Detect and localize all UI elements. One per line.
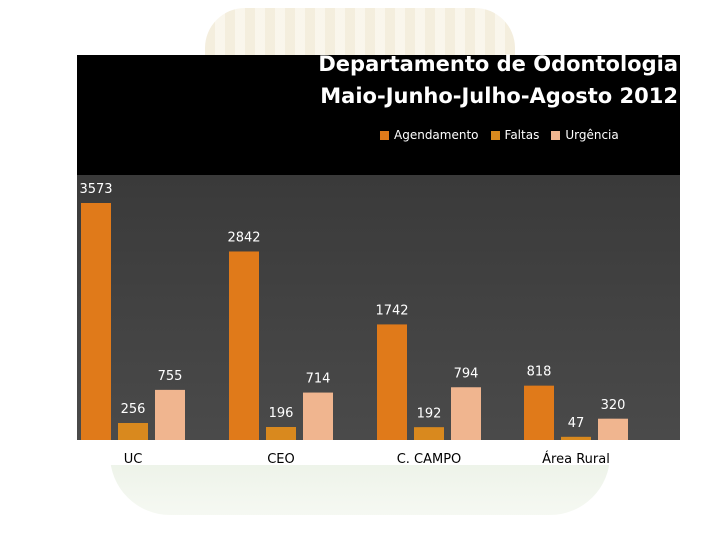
data-label-faltas-3: 47 [568, 416, 585, 431]
legend-swatch-faltas [490, 130, 500, 140]
legend-swatch-urgencia [551, 130, 561, 140]
bar-shade-faltas-1 [266, 426, 296, 440]
data-label-faltas-0: 256 [121, 402, 146, 417]
data-label-urgência-3: 320 [601, 398, 626, 413]
bar-shade-faltas-3 [561, 436, 591, 440]
bar-shade-agendamento-0 [81, 203, 111, 440]
bar-shade-agendamento-1 [229, 251, 259, 440]
data-label-urgência-0: 755 [158, 369, 183, 384]
legend-item-agendamento: Agendamento [380, 128, 479, 142]
x-axis-strip [77, 440, 680, 465]
bar-shade-agendamento-3 [524, 385, 554, 440]
x-tick-label-3: Área Rural [542, 451, 610, 467]
bar-shade-urgência-2 [451, 387, 481, 440]
legend-label-faltas: Faltas [504, 128, 540, 142]
chart-legend: Agendamento Faltas Urgência [380, 128, 619, 142]
chart-title-line-2: Maio-Junho-Julho-Agosto 2012 [320, 84, 678, 108]
legend-label-urgencia: Urgência [565, 128, 619, 142]
bar-shade-urgência-3 [598, 418, 628, 440]
legend-swatch-agendamento [380, 130, 389, 140]
bar-shade-faltas-2 [414, 427, 444, 440]
x-tick-label-2: C. CAMPO [397, 452, 462, 467]
data-label-agendamento-0: 3573 [79, 182, 112, 197]
data-label-faltas-2: 192 [417, 406, 442, 421]
bar-shade-urgência-1 [303, 392, 333, 440]
data-label-agendamento-2: 1742 [375, 303, 408, 318]
x-tick-label-1: CEO [267, 452, 295, 467]
bar-shade-agendamento-2 [377, 324, 407, 440]
legend-item-urgencia: Urgência [551, 128, 619, 142]
bar-shade-faltas-0 [118, 423, 148, 440]
data-label-agendamento-1: 2842 [227, 230, 260, 245]
legend-item-faltas: Faltas [490, 128, 540, 142]
crest-watermark-top [205, 8, 515, 58]
data-label-agendamento-3: 818 [527, 365, 552, 380]
legend-label-agendamento: Agendamento [394, 128, 479, 142]
data-label-urgência-2: 794 [454, 366, 479, 381]
bar-shade-urgência-0 [155, 389, 185, 440]
x-tick-label-0: UC [124, 452, 143, 467]
crest-watermark-bottom [110, 455, 610, 515]
data-label-urgência-1: 714 [306, 372, 331, 387]
chart-title-line-1: Departamento de Odontologia [318, 52, 678, 76]
data-label-faltas-1: 196 [269, 406, 294, 421]
